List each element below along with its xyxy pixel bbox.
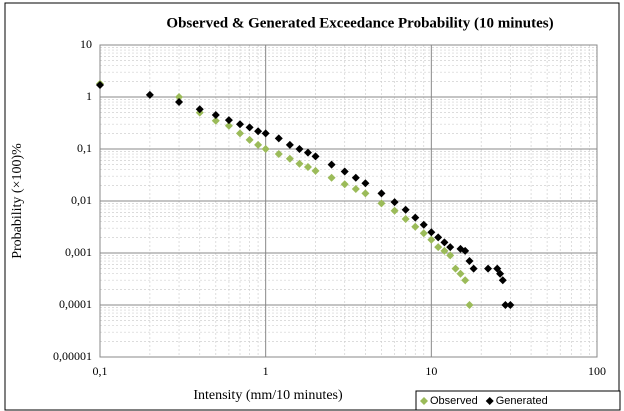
marker: [377, 189, 386, 198]
marker: [96, 81, 104, 90]
marker: [506, 301, 515, 309]
marker: [285, 140, 294, 149]
marker: [145, 90, 154, 99]
marker: [261, 129, 270, 138]
marker: [351, 173, 360, 182]
marker: [456, 269, 465, 278]
chart-title: Observed & Generated Exceedance Probabil…: [166, 15, 553, 31]
marker: [361, 179, 370, 188]
marker: [211, 111, 220, 120]
marker: [361, 189, 370, 198]
marker: [401, 205, 410, 214]
marker: [427, 228, 436, 237]
marker: [434, 233, 443, 242]
marker: [340, 167, 349, 176]
marker: [377, 199, 386, 208]
marker: [295, 145, 304, 153]
marker: [236, 129, 245, 138]
marker: [390, 206, 399, 215]
legend-label: Generated: [496, 395, 548, 407]
marker: [401, 215, 410, 224]
marker: [440, 246, 449, 255]
marker: [295, 159, 304, 168]
marker: [236, 120, 245, 129]
marker: [285, 154, 294, 163]
marker: [261, 145, 270, 153]
marker: [419, 220, 428, 229]
marker: [411, 222, 420, 231]
y-tick-label: 1: [86, 89, 92, 103]
marker: [390, 198, 399, 207]
marker: [224, 116, 233, 125]
marker: [484, 264, 493, 273]
series: [96, 79, 474, 309]
y-tick-label: 0,001: [65, 245, 92, 259]
x-tick-label: 0,1: [93, 364, 108, 378]
marker: [496, 269, 505, 278]
y-tick-label: 0,00001: [53, 349, 92, 363]
x-tick-label: 1: [263, 364, 269, 378]
marker: [303, 163, 312, 172]
marker: [498, 276, 507, 285]
legend-box: [415, 390, 621, 411]
marker: [245, 135, 254, 144]
legend-marker: [485, 397, 494, 405]
marker: [465, 301, 474, 309]
marker: [461, 276, 470, 285]
y-axis-label: Probability (×100)%: [10, 143, 25, 259]
marker: [311, 166, 320, 175]
marker: [461, 246, 470, 255]
marker: [175, 93, 184, 101]
legend-label: Observed: [430, 395, 478, 407]
marker: [351, 185, 360, 194]
x-axis-label: Intensity (mm/10 minutes): [193, 388, 343, 403]
marker: [411, 213, 420, 222]
marker: [175, 98, 184, 107]
y-tick-label: 0,1: [77, 141, 92, 155]
marker: [419, 229, 428, 238]
marker: [427, 235, 436, 244]
y-tick-label: 0,01: [71, 193, 92, 207]
marker: [195, 105, 204, 114]
marker: [224, 121, 233, 130]
marker: [303, 148, 312, 157]
x-tick-label: 100: [588, 364, 606, 378]
marker: [327, 160, 336, 169]
marker: [245, 123, 254, 132]
marker: [211, 116, 220, 125]
marker: [327, 173, 336, 182]
marker: [440, 238, 449, 247]
marker: [434, 243, 443, 252]
marker: [254, 127, 263, 136]
marker: [446, 251, 455, 260]
marker: [254, 140, 263, 149]
x-tick-label: 10: [425, 364, 437, 378]
y-tick-label: 0,0001: [59, 297, 92, 311]
legend-marker: [420, 397, 428, 405]
series: [96, 81, 515, 309]
marker: [451, 264, 460, 273]
marker: [446, 243, 455, 252]
marker: [340, 180, 349, 189]
marker: [311, 152, 320, 161]
marker: [465, 257, 474, 266]
marker: [469, 264, 478, 273]
marker: [274, 150, 283, 159]
y-tick-label: 10: [80, 37, 92, 51]
marker: [274, 134, 283, 143]
marker: [501, 301, 510, 309]
